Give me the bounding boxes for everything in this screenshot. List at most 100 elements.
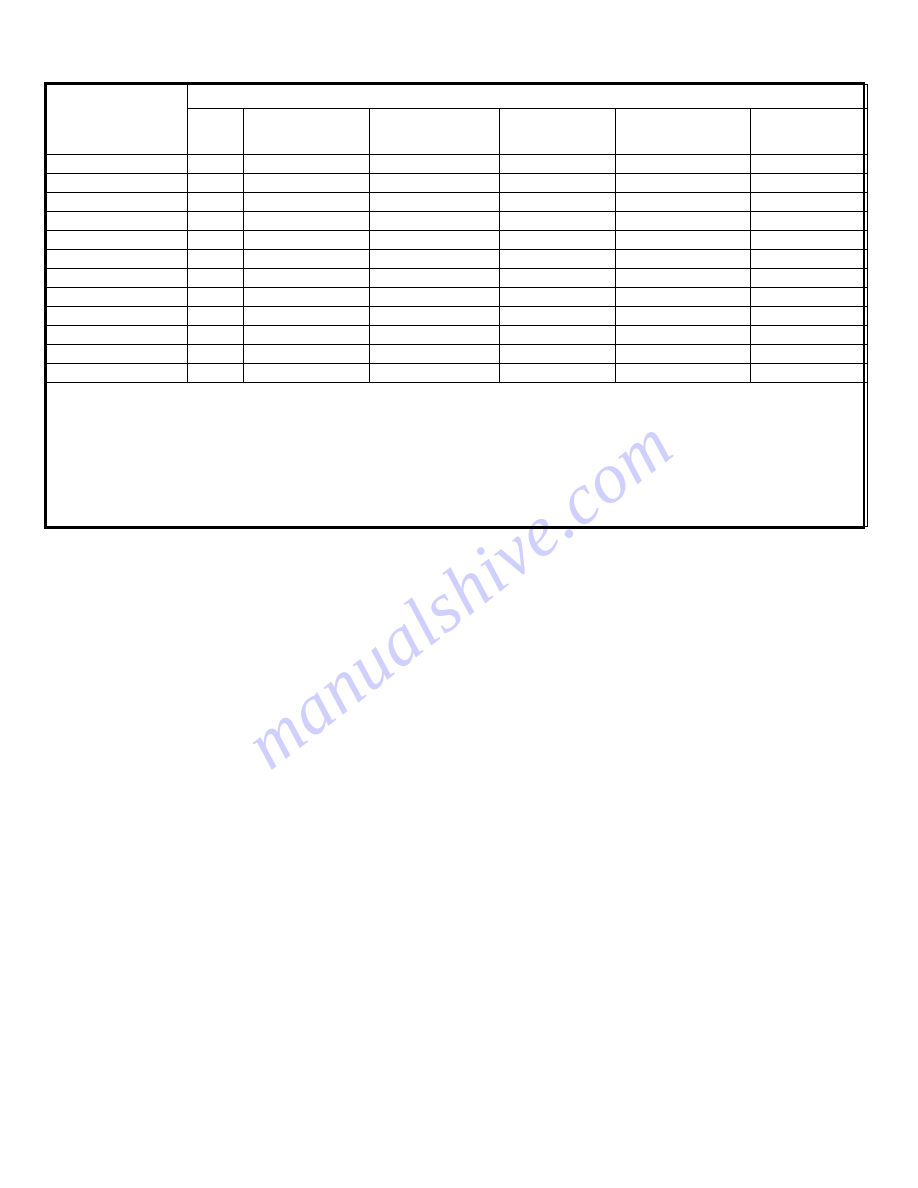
cell [616,174,751,193]
cell [616,364,751,383]
cell [751,193,868,212]
table-row [47,155,868,174]
row-label [47,250,188,269]
cell [500,212,616,231]
cell [244,155,370,174]
cell [616,193,751,212]
table-row [47,364,868,383]
cell [188,193,244,212]
cell [244,269,370,288]
cell [500,307,616,326]
subheader-1 [244,109,370,155]
cell [500,269,616,288]
header-row-top [47,85,868,109]
subheader-0 [188,109,244,155]
cell [616,250,751,269]
cell [370,250,500,269]
row-label [47,269,188,288]
cell [244,364,370,383]
cell [244,288,370,307]
table-row [47,231,868,250]
corner-cell [47,85,188,155]
cell [500,326,616,345]
cell [188,155,244,174]
cell [370,269,500,288]
cell [188,250,244,269]
cell [751,364,868,383]
cell [500,364,616,383]
cell [751,155,868,174]
cell [370,212,500,231]
cell [751,231,868,250]
table-row [47,288,868,307]
cell [500,250,616,269]
spanning-header [188,85,868,109]
row-label [47,193,188,212]
row-label [47,212,188,231]
cell [370,307,500,326]
row-label [47,174,188,193]
cell [616,269,751,288]
cell [500,288,616,307]
notes-row [47,383,868,527]
table-row [47,345,868,364]
table-row [47,174,868,193]
cell [751,174,868,193]
cell [751,345,868,364]
row-label [47,345,188,364]
cell [244,307,370,326]
cell [751,269,868,288]
cell [188,212,244,231]
table-row [47,269,868,288]
cell [370,288,500,307]
cell [244,345,370,364]
cell [188,269,244,288]
cell [751,307,868,326]
row-label [47,155,188,174]
cell [188,174,244,193]
cell [616,345,751,364]
subheader-4 [616,109,751,155]
cell [751,212,868,231]
table-row [47,326,868,345]
table-row [47,193,868,212]
row-label [47,326,188,345]
cell [244,231,370,250]
row-label [47,364,188,383]
cell [188,307,244,326]
cell [370,155,500,174]
cell [616,326,751,345]
row-label [47,231,188,250]
cell [244,326,370,345]
cell [616,307,751,326]
cell [751,288,868,307]
subheader-2 [370,109,500,155]
subheader-3 [500,109,616,155]
cell [500,345,616,364]
cell [370,231,500,250]
cell [188,364,244,383]
cell [370,326,500,345]
cell [244,193,370,212]
cell [370,345,500,364]
cell [751,326,868,345]
cell [500,155,616,174]
cell [370,193,500,212]
cell [188,231,244,250]
row-label [47,307,188,326]
cell [244,250,370,269]
data-table [44,82,865,529]
cell [616,231,751,250]
cell [244,212,370,231]
table [46,84,868,527]
cell [751,250,868,269]
cell [616,212,751,231]
page: manualshive.com [0,0,918,1188]
table-row [47,250,868,269]
row-label [47,288,188,307]
cell [500,193,616,212]
cell [500,231,616,250]
table-row [47,307,868,326]
cell [616,288,751,307]
cell [500,174,616,193]
